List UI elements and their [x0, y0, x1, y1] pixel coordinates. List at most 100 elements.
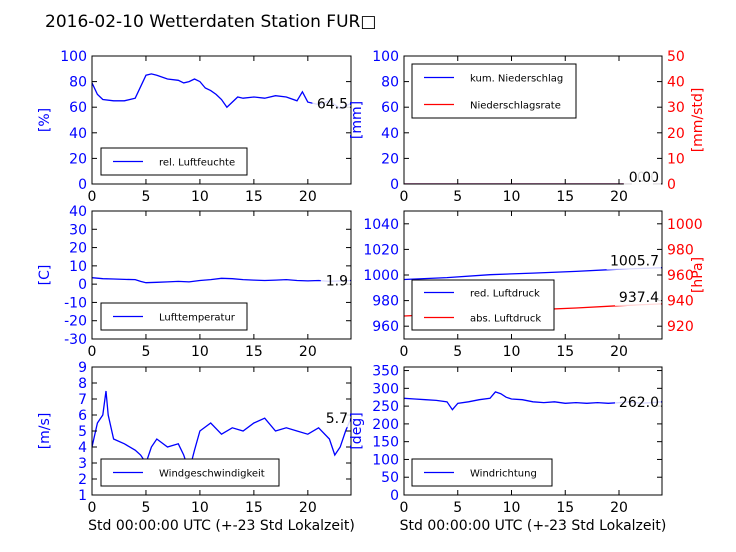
humidity-panel: 0 5 10 15 20 0 20 40 60 80 100 [%] 64.5 rel. Luftfeuc… [37, 49, 352, 205]
winddir-last-value: 262.0 [619, 395, 659, 411]
windspeed-ytick-label: 1 [78, 488, 87, 504]
precip-legend-label-0: kum. Niederschlag [470, 74, 563, 85]
pressure-legend: red. Luftdruck abs. Luftdruck [411, 279, 555, 331]
temperature-panel: 0 5 10 15 20 -30 -20 -10 0 10 20 30 40 [C] 1.9 Lufttemp… [37, 204, 352, 360]
pressure-legend-label-1: abs. Luftdruck [470, 314, 541, 325]
windspeed-ytick-label: 6 [78, 408, 87, 424]
winddir-xtick-label: 0 [400, 500, 409, 516]
humidity-ytick-label: 60 [69, 100, 87, 116]
humidity-xtick-label: 5 [141, 189, 150, 205]
precip-ytick2-label: 40 [667, 75, 685, 91]
precip-ytick-label: 40 [381, 126, 399, 142]
winddir-ytick-label: 250 [372, 399, 399, 415]
humidity-ytick-label: 100 [60, 49, 87, 65]
precip-ytick2-label: 10 [667, 151, 685, 167]
precip-ylabel: [mm] [349, 101, 365, 139]
pressure-xtick-label: 5 [453, 344, 462, 360]
temperature-last-value: 1.9 [326, 273, 348, 289]
precip-ytick2-label: 20 [667, 126, 685, 142]
pressure-ytick-label: 1040 [363, 217, 399, 233]
pressure-last-value-0: 1005.7 [610, 254, 659, 270]
pressure-xtick-label: 0 [400, 344, 409, 360]
temperature-axes-frame [91, 210, 352, 340]
temperature-ytick-label: 40 [69, 204, 87, 220]
temperature-ytick-label: 10 [69, 259, 87, 275]
windspeed-xtick-label: 5 [141, 500, 150, 516]
precip-ytick2-label: 0 [667, 177, 676, 193]
windspeed-xtick-label: 15 [245, 500, 263, 516]
temperature-xtick-label: 15 [245, 344, 263, 360]
pressure-ytick-label: 1000 [363, 268, 399, 284]
windspeed-ylabel: [m/s] [37, 413, 53, 450]
windspeed-ytick-label: 5 [78, 424, 87, 440]
windspeed-ytick-label: 4 [78, 440, 87, 456]
precip-legend: kum. Niederschlag Niederschlagsrate [411, 63, 577, 119]
humidity-last-value: 64.5 [317, 96, 348, 112]
winddir-xlabel: Std 00:00:00 UTC (+-23 Std Lokalzeit) [400, 518, 667, 534]
humidity-xtick-label: 20 [299, 189, 317, 205]
precip-last-value-1: 0.0 [629, 170, 651, 186]
temperature-legend-label-0: Lufttemperatur [159, 313, 236, 324]
precip-xtick-label: 20 [610, 189, 628, 205]
pressure-xtick-label: 15 [556, 344, 574, 360]
humidity-ytick-label: 0 [78, 177, 87, 193]
winddir-xtick-label: 10 [503, 500, 521, 516]
winddir-series-line-0 [404, 391, 662, 411]
temperature-xtick-label: 5 [141, 344, 150, 360]
pressure-legend-box [411, 279, 555, 331]
precip-ylabel2: [mm/std] [690, 88, 706, 153]
winddir-series-group [404, 391, 662, 411]
humidity-legend-label-0: rel. Luftfeuchte [159, 158, 235, 169]
temperature-legend: Lufttemperatur [100, 302, 248, 331]
pressure-ytick2-label: 980 [667, 242, 694, 258]
temperature-ytick-label: -10 [64, 295, 87, 311]
temperature-last-value-bg [320, 271, 350, 290]
windspeed-ytick-label: 2 [78, 472, 87, 488]
winddir-axes-frame [403, 366, 663, 496]
temperature-xtick-label: 10 [191, 344, 209, 360]
temperature-series-line-0 [92, 277, 351, 284]
precip-xtick-label: 0 [400, 189, 409, 205]
windspeed-legend-label-0: Windgeschwindigkeit [159, 469, 265, 480]
humidity-last-value-bg [312, 94, 350, 113]
precip-xtick-label: 15 [556, 189, 574, 205]
temperature-ylabel: [C] [37, 265, 53, 286]
humidity-series-group [92, 73, 351, 110]
pressure-last-value-1: 937.4 [619, 290, 659, 306]
pressure-xtick-label: 10 [503, 344, 521, 360]
pressure-ylabel2: [hPa] [690, 257, 706, 293]
winddir-ytick-label: 300 [372, 381, 399, 397]
humidity-xtick-label: 0 [88, 189, 97, 205]
humidity-ytick-label: 80 [69, 75, 87, 91]
humidity-ytick-label: 20 [69, 151, 87, 167]
temperature-ytick-label: -30 [64, 332, 87, 348]
windspeed-series-line-0 [92, 390, 351, 474]
precip-ytick-label: 100 [372, 49, 399, 65]
temperature-series-group [92, 277, 351, 284]
precip-xtick-label: 5 [453, 189, 462, 205]
windspeed-last-value-bg [320, 409, 350, 428]
humidity-xtick-label: 10 [191, 189, 209, 205]
windspeed-last-value: 5.7 [326, 411, 348, 427]
humidity-ylabel: [%] [37, 108, 53, 132]
precip-axes-frame [403, 55, 663, 185]
precip-ytick2-label: 50 [667, 49, 685, 65]
winddir-xtick-label: 15 [556, 500, 574, 516]
winddir-last-value-bg [615, 392, 661, 411]
winddir-ytick-label: 50 [381, 470, 399, 486]
winddir-ytick-label: 200 [372, 417, 399, 433]
pressure-ytick2-label: 920 [667, 319, 694, 335]
pressure-panel: 0 5 10 15 20 960 980 1000 1020 1040 920 940 960 980 10… [363, 210, 706, 360]
temperature-ytick-label: 20 [69, 241, 87, 257]
precip-panel: 0 5 10 15 20 0 20 40 60 80 100 0 10 20 30 40 50 [mm] [mm/s… [349, 49, 706, 205]
precip-xtick-label: 10 [503, 189, 521, 205]
winddir-xtick-label: 5 [453, 500, 462, 516]
temperature-xtick-label: 20 [299, 344, 317, 360]
humidity-ytick-label: 40 [69, 126, 87, 142]
humidity-series-line-0 [92, 73, 351, 110]
precip-ytick2-label: 30 [667, 100, 685, 116]
windspeed-legend: Windgeschwindigkeit [100, 458, 280, 487]
